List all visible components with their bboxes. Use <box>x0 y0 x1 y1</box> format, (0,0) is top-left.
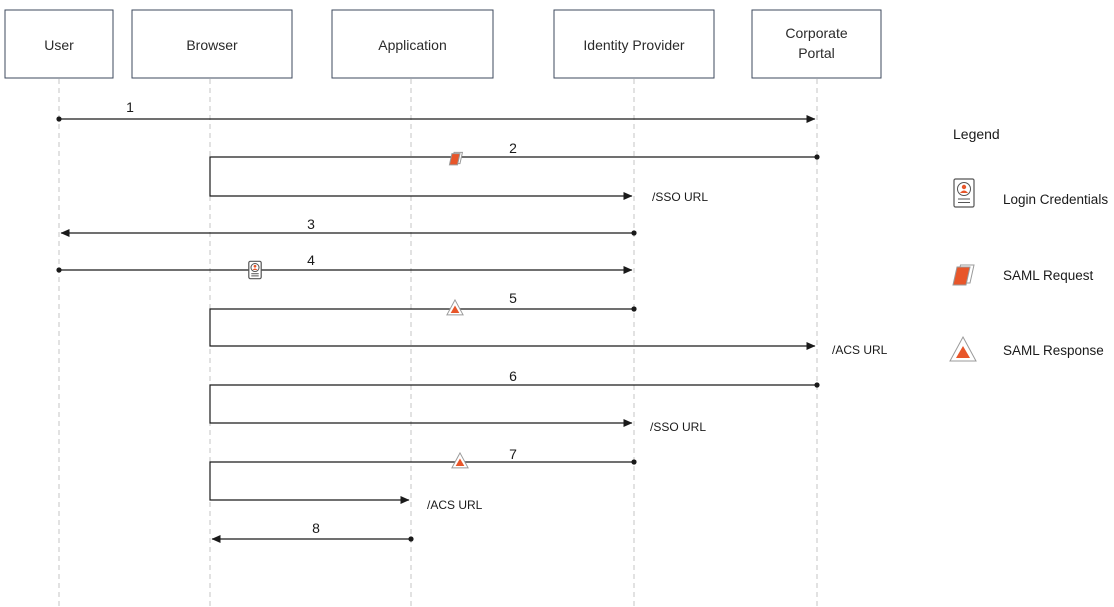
message-number: 2 <box>509 140 517 156</box>
message-number: 6 <box>509 368 517 384</box>
actor-box <box>751 9 882 79</box>
actor-label: Corporate <box>785 25 847 41</box>
url-label: /SSO URL <box>650 420 706 434</box>
login-credentials-icon <box>248 260 262 280</box>
message-start-dot <box>56 267 62 273</box>
legend-label: SAML Response <box>1003 343 1104 358</box>
legend-label: Login Credentials <box>1003 192 1108 207</box>
actor-label: User <box>44 37 74 53</box>
actor-idp: Identity Provider <box>553 9 715 79</box>
actor-box <box>131 9 293 79</box>
message-line <box>209 461 634 504</box>
saml-request-icon <box>448 151 464 166</box>
actor-label: Identity Provider <box>583 37 684 53</box>
saml-response-icon <box>949 335 977 362</box>
actor-label: Portal <box>798 45 835 61</box>
url-label: /SSO URL <box>652 190 708 204</box>
saml-request-icon <box>952 264 975 286</box>
message-8: 8 <box>211 520 414 543</box>
legend-label: SAML Request <box>1003 268 1094 283</box>
message-start-dot <box>631 459 637 465</box>
message-7: /ACS URL 7 <box>209 446 637 512</box>
message-start-dot <box>631 230 637 236</box>
legend-item-login-credentials: Login Credentials <box>953 178 1108 208</box>
actor-label: Browser <box>186 37 238 53</box>
actor-box <box>4 9 114 79</box>
message-number: 5 <box>509 290 517 306</box>
message-line <box>209 384 817 427</box>
actor-application: Application <box>331 9 494 79</box>
message-line <box>209 308 816 350</box>
message-3: 3 <box>60 216 637 237</box>
url-label: /ACS URL <box>427 498 483 512</box>
message-line <box>209 156 817 200</box>
message-number: 3 <box>307 216 315 232</box>
message-number: 8 <box>312 520 320 536</box>
saml-response-icon <box>451 451 469 469</box>
actor-browser: Browser <box>131 9 293 79</box>
message-start-dot <box>814 154 820 160</box>
message-1: 1 <box>56 99 816 123</box>
saml-response-icon <box>446 298 464 316</box>
legend-item-saml-request: SAML Request <box>952 264 1094 286</box>
message-start-dot <box>814 382 820 388</box>
actor-user: User <box>4 9 114 79</box>
login-credentials-icon <box>953 178 975 208</box>
message-5: /ACS URL 5 <box>209 290 888 357</box>
message-start-dot <box>631 306 637 312</box>
message-start-dot <box>408 536 414 542</box>
legend: Legend Login Credentials SAML Request SAML … <box>949 126 1108 362</box>
message-6: /SSO URL 6 <box>209 368 820 434</box>
message-number: 7 <box>509 446 517 462</box>
actor-portal: Corporate Portal <box>751 9 882 79</box>
message-4: 4 <box>56 252 633 280</box>
legend-title: Legend <box>953 126 1000 142</box>
message-2: /SSO URL 2 <box>209 140 820 204</box>
message-number: 1 <box>126 99 134 115</box>
message-number: 4 <box>307 252 315 268</box>
legend-item-saml-response: SAML Response <box>949 335 1104 362</box>
actor-box <box>331 9 494 79</box>
actor-label: Application <box>378 37 447 53</box>
actor-box <box>553 9 715 79</box>
url-label: /ACS URL <box>832 343 888 357</box>
message-start-dot <box>56 116 62 122</box>
